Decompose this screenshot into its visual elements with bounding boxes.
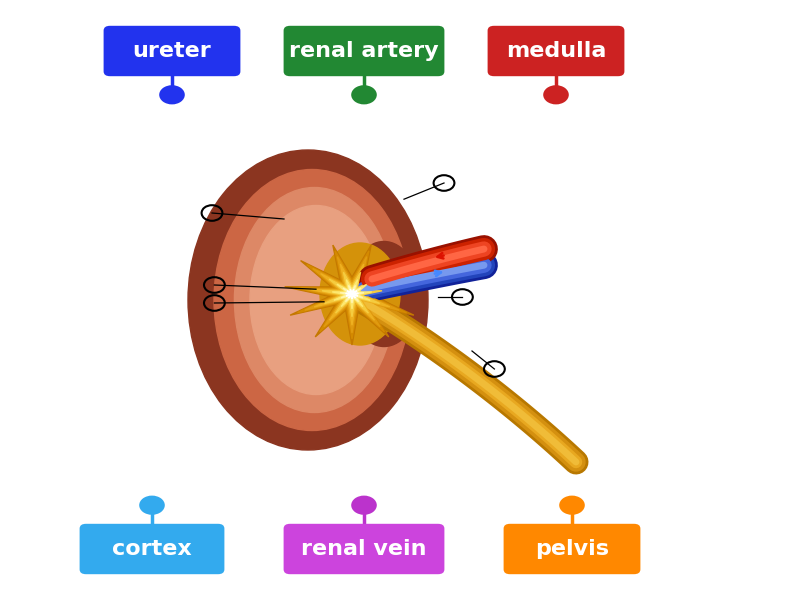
Circle shape [159,85,185,104]
Text: pelvis: pelvis [535,539,609,559]
FancyBboxPatch shape [284,26,445,76]
Polygon shape [293,251,411,339]
FancyBboxPatch shape [487,26,624,76]
Polygon shape [301,257,403,333]
Circle shape [351,496,377,515]
FancyBboxPatch shape [104,26,240,76]
FancyBboxPatch shape [284,524,445,574]
Circle shape [351,85,377,104]
Ellipse shape [234,187,394,413]
Polygon shape [285,245,419,345]
Circle shape [559,496,585,515]
Ellipse shape [188,150,428,450]
FancyBboxPatch shape [80,524,224,574]
Text: ureter: ureter [133,41,211,61]
Text: medulla: medulla [506,41,606,61]
Polygon shape [311,264,393,325]
Text: cortex: cortex [112,539,192,559]
Text: renal artery: renal artery [289,41,439,61]
Polygon shape [322,272,382,317]
Polygon shape [340,286,364,303]
Circle shape [543,85,569,104]
Text: renal vein: renal vein [302,539,426,559]
Ellipse shape [214,169,410,431]
Polygon shape [332,280,372,309]
Ellipse shape [250,205,382,395]
Ellipse shape [348,241,420,346]
FancyBboxPatch shape [504,524,640,574]
Circle shape [139,496,165,515]
Polygon shape [346,289,358,299]
Ellipse shape [320,243,400,345]
